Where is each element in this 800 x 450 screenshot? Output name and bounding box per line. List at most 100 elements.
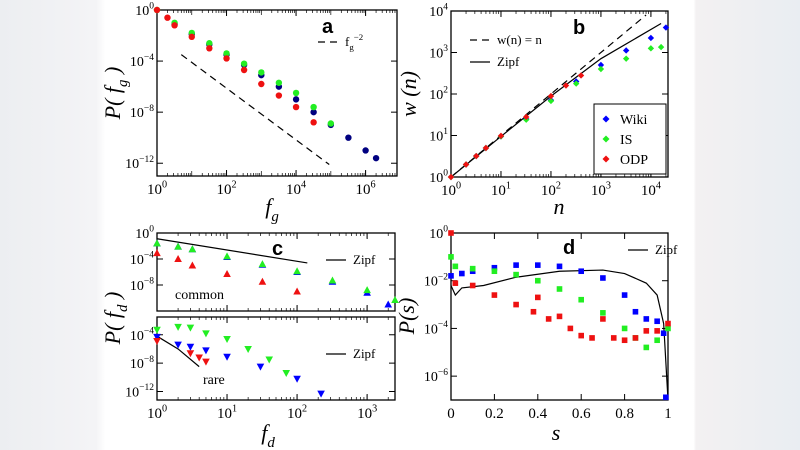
data-point [513, 301, 519, 308]
data-point [654, 337, 660, 344]
data-point [206, 45, 213, 52]
data-point [174, 341, 182, 349]
data-point [643, 344, 650, 351]
data-point [632, 308, 639, 315]
x-tick-label: 101 [217, 403, 237, 422]
data-point [310, 103, 317, 111]
data-point [256, 363, 265, 371]
data-point [202, 330, 210, 338]
data-point [384, 300, 393, 308]
data-point [240, 60, 248, 67]
data-point [462, 161, 470, 168]
x-tick-label: 106 [356, 179, 376, 198]
data-point [547, 92, 555, 100]
data-point [448, 254, 454, 260]
y-tick-label: 100 [429, 169, 448, 186]
data-point [547, 97, 555, 105]
y-tick-label: 10−8 [130, 104, 154, 121]
data-point [240, 66, 248, 74]
data-point [292, 103, 300, 111]
legend-line-label: Zipf [655, 242, 678, 257]
data-point [643, 316, 650, 322]
y-tick-label: 10−4 [130, 53, 154, 70]
data-point [153, 239, 161, 247]
data-point [482, 144, 490, 152]
x-tick-label: 0 [447, 406, 455, 422]
data-point [643, 328, 650, 334]
panel-letter: d [563, 237, 575, 259]
data-point [258, 69, 265, 76]
data-point [223, 252, 231, 260]
data-point [153, 338, 161, 346]
data-point [572, 80, 580, 87]
x-tick-label: 0.4 [528, 406, 547, 422]
data-point [567, 325, 574, 332]
data-point [513, 271, 519, 278]
data-point [600, 316, 606, 322]
data-point [545, 316, 552, 322]
panel-letter: b [573, 17, 585, 39]
data-point [258, 80, 265, 88]
data-point [188, 245, 197, 253]
x-tick-label: 102 [541, 180, 561, 199]
data-point [391, 295, 399, 303]
x-axis-label: s [552, 420, 561, 445]
data-point [186, 350, 195, 358]
x-tick-label: 103 [591, 180, 611, 199]
data-point [556, 313, 563, 320]
legend-label-odp: ODP [620, 153, 648, 168]
data-point [153, 6, 161, 14]
data-point [647, 34, 655, 42]
data-point [448, 273, 454, 279]
data-point [223, 55, 230, 62]
data-point [562, 82, 570, 89]
y-tick-label: 10−8 [130, 355, 154, 372]
legend-line-label: Zipf [353, 346, 376, 361]
data-point [577, 72, 585, 79]
data-point [597, 61, 605, 69]
legend-label-wiki: Wiki [620, 113, 648, 128]
data-point [153, 333, 161, 341]
x-tick-label: 100 [147, 179, 167, 198]
data-point [186, 343, 195, 351]
y-tick-label: 100 [429, 225, 448, 242]
data-point [621, 337, 628, 344]
data-point [223, 353, 231, 361]
data-point [610, 335, 617, 341]
legend-marker [602, 135, 610, 143]
data-point [452, 263, 459, 270]
data-point [622, 55, 630, 62]
x-tick-label: 104 [286, 179, 306, 198]
data-point [578, 332, 584, 339]
y-tick-label: 10−4 [424, 320, 448, 337]
data-point [556, 286, 563, 292]
y-axis-label: P( fg ) [100, 67, 131, 121]
data-point [258, 260, 267, 268]
x-tick-label: 103 [357, 403, 377, 422]
data-point [497, 132, 505, 140]
data-point [275, 79, 283, 86]
reference-line [180, 54, 330, 166]
data-point [164, 14, 171, 21]
data-point [665, 325, 671, 332]
y-tick-label: 100 [135, 225, 154, 242]
y-tick-label: 10−12 [125, 155, 154, 172]
data-point [535, 277, 541, 284]
data-point [578, 268, 584, 275]
data-point [292, 89, 300, 97]
x-tick-label: 0.6 [572, 406, 591, 422]
data-point [654, 328, 660, 334]
legend-line-label: Zipf [353, 252, 376, 267]
y-tick-label: 101 [429, 127, 448, 144]
data-point [491, 292, 498, 298]
x-tick-label: 1 [664, 406, 672, 422]
data-point [447, 173, 455, 181]
data-point [473, 152, 480, 160]
data-point [188, 261, 197, 269]
y-axis-label: P( fd ) [100, 292, 131, 346]
y-axis-label: w (n) [396, 71, 421, 117]
data-point [206, 40, 213, 47]
data-point [491, 264, 498, 271]
x-tick-label: 102 [287, 403, 307, 422]
data-point [621, 292, 628, 298]
